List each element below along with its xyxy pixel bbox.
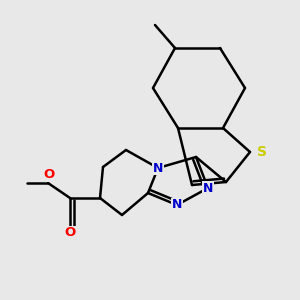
Text: O: O [64, 226, 76, 239]
Text: N: N [172, 199, 182, 212]
Text: N: N [203, 182, 213, 194]
Text: S: S [257, 145, 267, 159]
Text: N: N [153, 161, 163, 175]
Text: O: O [44, 169, 55, 182]
